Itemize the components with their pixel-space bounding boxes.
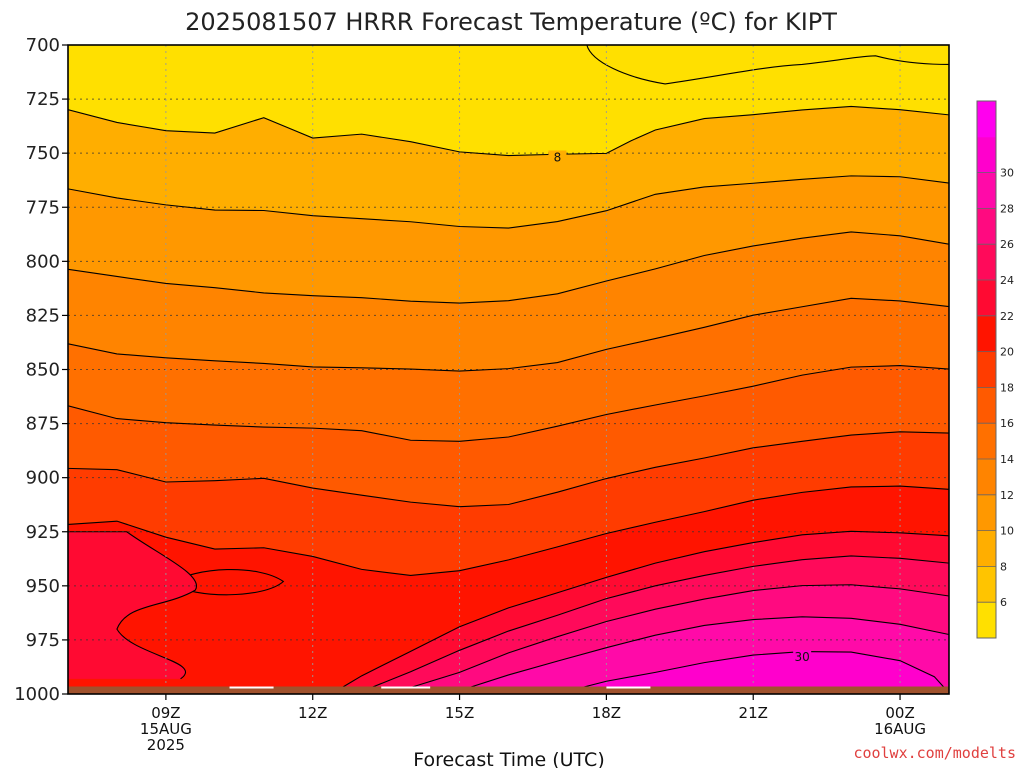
- y-tick-label-900: 900: [26, 468, 60, 489]
- grid-lines: [68, 45, 949, 694]
- colorbar-swatch-8: [977, 530, 996, 567]
- isotherm-12: [68, 231, 949, 304]
- x-tick-label-16AUG: 16AUG: [874, 720, 926, 738]
- contour-label-bg-30: [793, 650, 812, 664]
- x-tick-label-09Z: 09Z: [151, 704, 180, 722]
- credit-text: coolwx.com/modelts: [853, 744, 1016, 762]
- y-tick-label-825: 825: [26, 305, 60, 326]
- x-tick-label-12Z: 12Z: [298, 704, 327, 722]
- y-tick-label-750: 750: [26, 143, 60, 164]
- y-tick-label-875: 875: [26, 414, 60, 435]
- isotherm-26: [410, 584, 949, 689]
- isotherm-28: [469, 616, 949, 689]
- colorbar-label-6: 6: [1000, 596, 1007, 609]
- colorbar-label-20: 20: [1000, 346, 1014, 359]
- low-warm-pool: [68, 531, 197, 679]
- y-tick-label-1000: 1000: [14, 684, 60, 705]
- contour-label-bg-8: [548, 150, 567, 164]
- colorbar-label-28: 28: [1000, 202, 1014, 215]
- colorbar-label-24: 24: [1000, 274, 1014, 287]
- surface-gap-2: [606, 686, 651, 689]
- isotherm-8: [68, 105, 949, 157]
- isotherm-22: [341, 530, 949, 688]
- colorbar-swatch-20: [977, 315, 996, 353]
- contour-label-8: 8: [554, 150, 562, 164]
- band-above-30: [581, 651, 945, 694]
- isotherm-14: [68, 297, 949, 372]
- y-tick-label-775: 775: [26, 197, 60, 218]
- colorbar-swatch-6: [977, 566, 996, 603]
- isotherm-contours: [68, 105, 949, 689]
- colorbar-label-30: 30: [1000, 167, 1014, 180]
- surface-gap-0: [229, 686, 274, 689]
- colorbar-swatch-10: [977, 494, 996, 532]
- y-tick-label-800: 800: [26, 251, 60, 272]
- isotherm-18: [68, 431, 949, 508]
- colorbar-label-10: 10: [1000, 525, 1014, 538]
- colorbar-label-8: 8: [1000, 560, 1007, 573]
- colorbar-swatch-24: [977, 244, 996, 281]
- temperature-field: [68, 45, 949, 694]
- y-axis: 700 725 750 775 800 825 850 875 900 925 950 975 1000: [14, 35, 68, 705]
- chart-title: 2025081507 HRRR Forecast Temperature (ºC…: [185, 8, 837, 36]
- band-coldest-pocket: [586, 45, 949, 84]
- ground-surface: [68, 686, 949, 694]
- isotherm-20: [68, 485, 949, 577]
- x-tick-label-2025: 2025: [147, 736, 185, 754]
- isotherm-16: [68, 365, 949, 442]
- colorbar-swatch-28: [977, 172, 996, 209]
- contour-22-west: [68, 531, 198, 680]
- contour-labels: 8 30: [548, 150, 812, 664]
- y-tick-label-725: 725: [26, 89, 60, 110]
- warm-pocket: [169, 569, 285, 596]
- isotherm-10: [68, 175, 949, 229]
- x-axis-label: Forecast Time (UTC): [413, 749, 604, 768]
- contour-6: [586, 45, 949, 85]
- colorbar-label-18: 18: [1000, 381, 1014, 394]
- y-tick-label-925: 925: [26, 522, 60, 543]
- colorbar-label-16: 16: [1000, 417, 1014, 430]
- contour-label-30: 30: [795, 650, 810, 664]
- x-tick-label-21Z: 21Z: [739, 704, 768, 722]
- colorbar-swatch-22: [977, 280, 996, 317]
- x-tick-label-18Z: 18Z: [592, 704, 621, 722]
- colorbar-swatch-32: [977, 101, 996, 138]
- x-tick-label-15AUG: 15AUG: [140, 720, 192, 738]
- colorbar-swatch-30: [977, 136, 996, 174]
- colorbar-label-12: 12: [1000, 489, 1014, 502]
- colorbar-swatch-26: [977, 208, 996, 245]
- y-tick-label-950: 950: [26, 576, 60, 597]
- colorbar-frame: [976, 100, 997, 639]
- colorbar-swatch-16: [977, 387, 996, 424]
- colorbar-swatch-4: [977, 602, 996, 639]
- y-tick-label-700: 700: [26, 35, 60, 56]
- colorbar-swatch-18: [977, 351, 996, 388]
- isotherm-24: [371, 555, 949, 689]
- ground-strip: [68, 686, 949, 694]
- colorbar: 6 8 10 12 14 16 18 20 22 24 26 28 30: [976, 100, 1014, 639]
- x-tick-label-00Z: 00Z: [885, 704, 914, 722]
- colorbar-label-26: 26: [1000, 238, 1014, 251]
- y-tick-label-975: 975: [26, 630, 60, 651]
- x-tick-label-15Z: 15Z: [445, 704, 474, 722]
- isotherm-30: [581, 651, 945, 689]
- surface-gap-1: [381, 686, 431, 689]
- colorbar-label-14: 14: [1000, 453, 1014, 466]
- colorbar-swatch-14: [977, 423, 996, 460]
- colorbar-label-22: 22: [1000, 310, 1014, 323]
- y-tick-label-850: 850: [26, 360, 60, 381]
- colorbar-swatch-12: [977, 459, 996, 496]
